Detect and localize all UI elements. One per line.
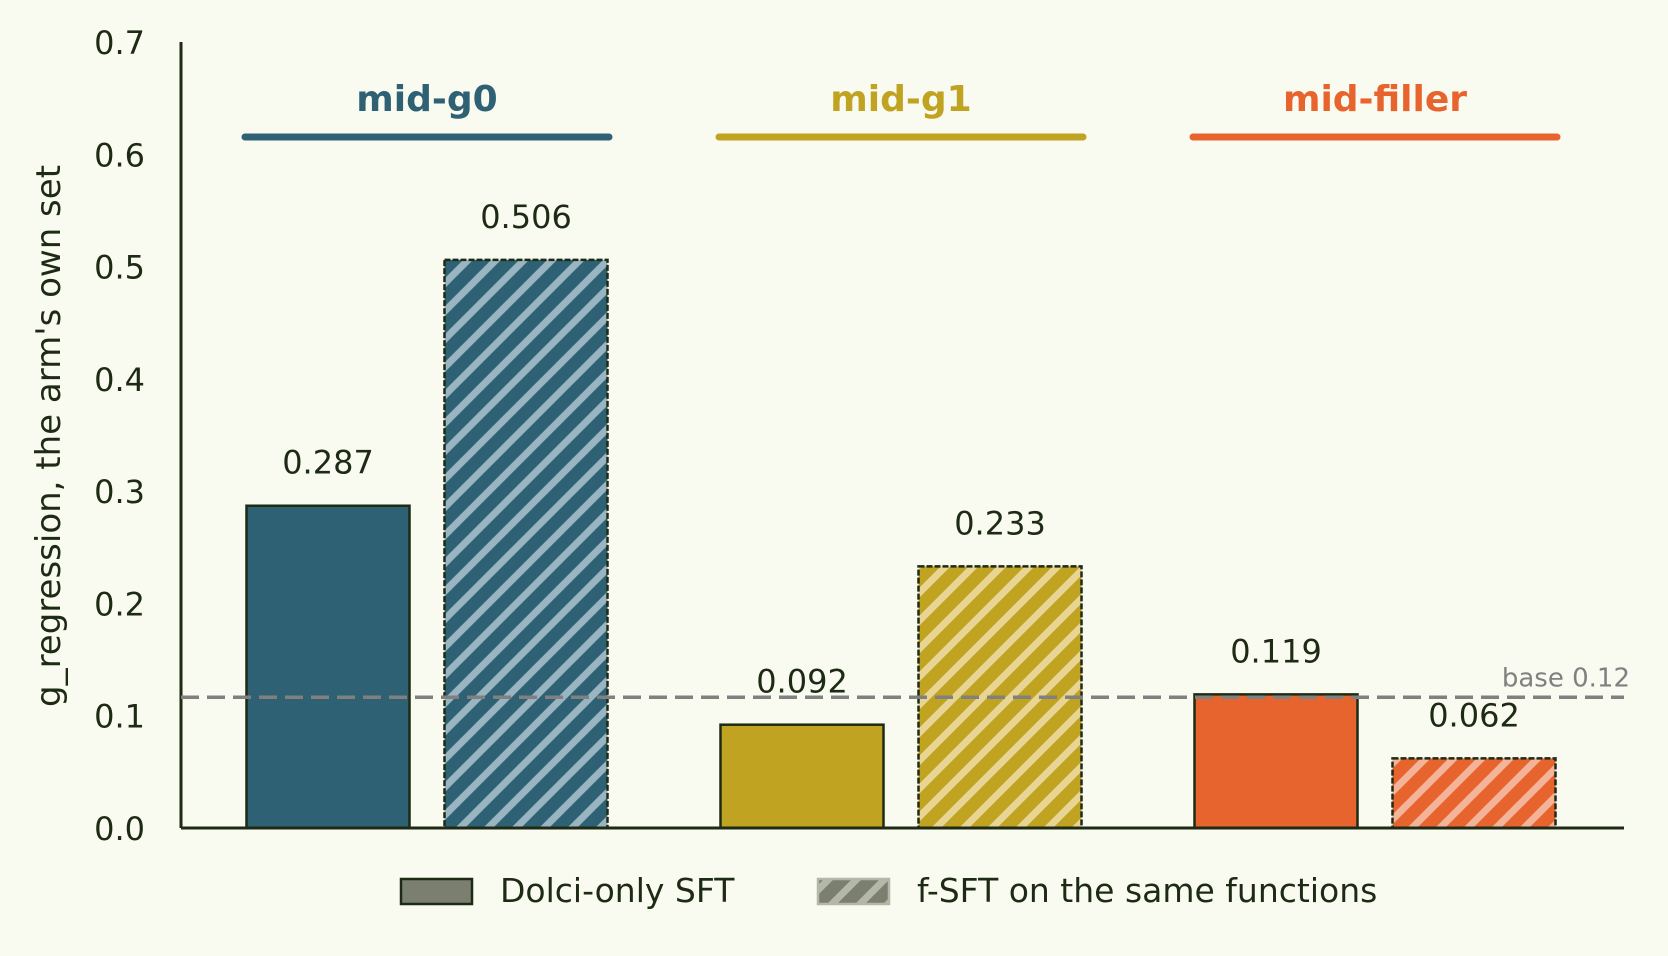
bar-value-label: 0.119 (1230, 632, 1322, 670)
group-title-mid-g1: mid-g1 (830, 79, 971, 120)
bar-mid-filler-dolci (1193, 693, 1359, 830)
bar-value-label: 0.092 (756, 663, 848, 701)
y-tick-label: 0.0 (94, 810, 145, 848)
bar-value-label: 0.233 (954, 504, 1046, 542)
y-tick-label: 0.5 (94, 249, 145, 287)
bar-mid-g1-dolci (719, 723, 885, 830)
bar-mid-filler-fsft (1391, 757, 1557, 830)
y-tick-label: 0.1 (94, 698, 145, 736)
legend: Dolci-only SFT f-SFT on the same function… (399, 871, 1377, 910)
bar-mid-g0-fsft (443, 258, 609, 830)
reference-line-group: base 0.12 (181, 663, 1630, 700)
y-axis-label: g_regression, the arm's own set (29, 165, 69, 707)
legend-label-fsft: f-SFT on the same functions (917, 871, 1377, 910)
legend-label-dolci: Dolci-only SFT (500, 871, 735, 910)
bar-mid-g0-dolci (245, 504, 411, 830)
legend-swatch-solid (399, 877, 474, 906)
bar-value-label: 0.506 (480, 198, 572, 236)
bars: 0.287 0.092 0.119 0.506 0.233 0.062 (245, 198, 1557, 830)
y-axis: 0.0 0.1 0.2 0.3 0.4 0.5 0.6 0.7 (94, 24, 183, 848)
y-tick-label: 0.2 (94, 585, 145, 623)
group-headers: mid-g0 mid-g1 mid-filler (241, 79, 1561, 141)
group-title-mid-filler: mid-filler (1283, 79, 1467, 120)
y-tick-label: 0.6 (94, 136, 145, 174)
bar-value-label: 0.062 (1428, 696, 1520, 734)
bar-value-label: 0.287 (282, 444, 374, 482)
group-title-mid-g0: mid-g0 (356, 79, 497, 120)
y-tick-label: 0.7 (94, 24, 145, 62)
legend-swatch-hatched (816, 877, 891, 906)
reference-line-label: base 0.12 (1502, 663, 1630, 693)
y-tick-label: 0.4 (94, 361, 145, 399)
y-tick-label: 0.3 (94, 473, 145, 511)
